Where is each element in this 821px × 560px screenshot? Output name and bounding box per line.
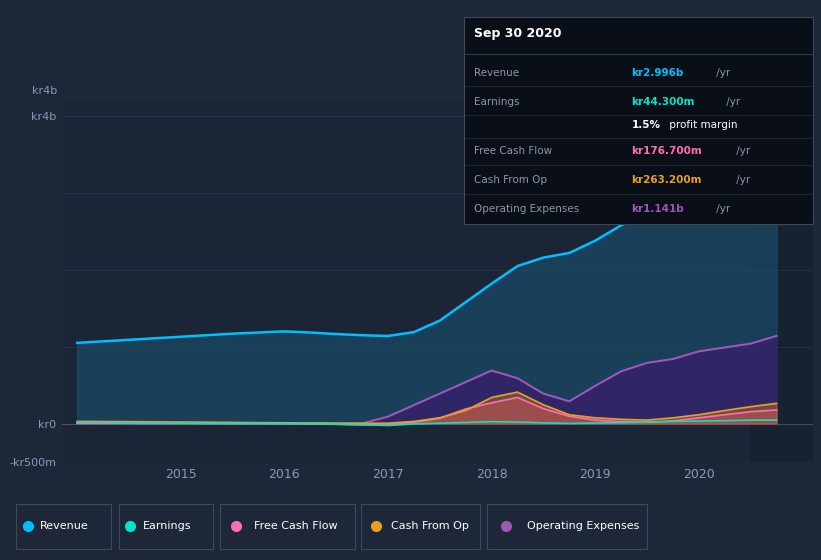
Text: kr44.300m: kr44.300m [631,97,695,107]
Text: /yr: /yr [732,147,750,156]
Text: Earnings: Earnings [475,97,520,107]
Text: /yr: /yr [722,97,740,107]
Text: kr4b: kr4b [32,86,57,96]
Text: 1.5%: 1.5% [631,119,660,129]
Text: kr2.996b: kr2.996b [631,68,684,78]
Text: kr176.700m: kr176.700m [631,147,702,156]
Text: Operating Expenses: Operating Expenses [527,521,640,531]
Text: Revenue: Revenue [475,68,520,78]
Text: /yr: /yr [713,68,730,78]
Text: profit margin: profit margin [667,119,738,129]
Text: Free Cash Flow: Free Cash Flow [475,147,553,156]
Text: Earnings: Earnings [143,521,191,531]
Text: Free Cash Flow: Free Cash Flow [254,521,337,531]
Text: Cash From Op: Cash From Op [391,521,469,531]
Bar [750,101,813,462]
Text: kr1.141b: kr1.141b [631,204,684,214]
Text: Cash From Op: Cash From Op [475,175,548,185]
Text: kr263.200m: kr263.200m [631,175,702,185]
Text: Revenue: Revenue [40,521,89,531]
Text: Sep 30 2020: Sep 30 2020 [475,27,562,40]
Text: /yr: /yr [732,175,750,185]
Text: /yr: /yr [713,204,730,214]
Text: Operating Expenses: Operating Expenses [475,204,580,214]
